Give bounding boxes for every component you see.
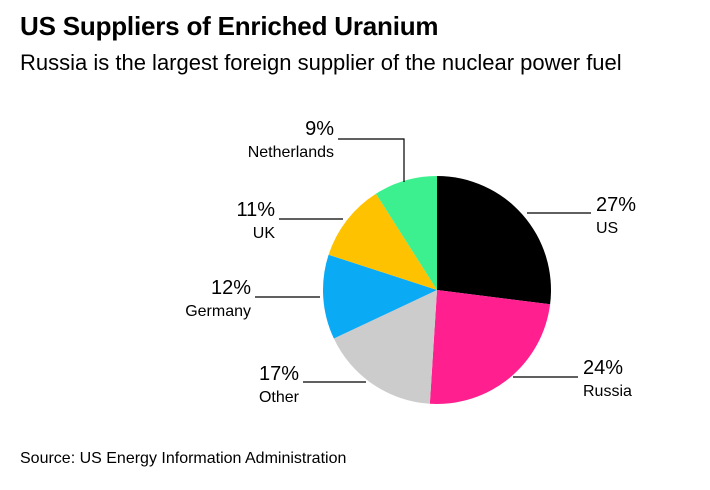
pie-slice-russia — [429, 290, 551, 404]
slice-category-label-us: US — [596, 220, 618, 237]
chart-title: US Suppliers of Enriched Uranium — [20, 11, 439, 41]
slice-category-label-russia: Russia — [583, 383, 632, 400]
slice-value-label-uk: 11% — [236, 199, 275, 221]
slice-value-label-netherlands: 9% — [305, 118, 334, 140]
chart-subtitle: Russia is the largest foreign supplier o… — [20, 50, 622, 75]
slice-category-label-other: Other — [259, 389, 300, 406]
pie-slice-germany — [323, 254, 437, 339]
source-note: Source: US Energy Information Administra… — [20, 450, 347, 467]
slice-labels: 27% US 24% Russia 17% Other 12% Germany 11% UK 9% N… — [185, 118, 636, 406]
slice-value-label-germany: 12% — [211, 277, 251, 299]
pie-slice-uk — [328, 193, 437, 290]
leader-lines — [255, 138, 591, 383]
leader-line-netherlands — [338, 138, 405, 182]
slice-category-label-germany: Germany — [185, 303, 251, 320]
pie-slice-netherlands — [375, 176, 437, 290]
slice-value-label-other: 17% — [259, 363, 299, 385]
pie-slice-other — [333, 290, 437, 404]
slice-category-label-netherlands: Netherlands — [248, 144, 334, 161]
slice-value-label-russia: 24% — [583, 357, 623, 379]
pie-slices — [323, 176, 552, 404]
pie-slice-us — [437, 176, 552, 305]
slice-value-label-us: 27% — [596, 194, 636, 216]
slice-category-label-uk: UK — [253, 225, 276, 242]
